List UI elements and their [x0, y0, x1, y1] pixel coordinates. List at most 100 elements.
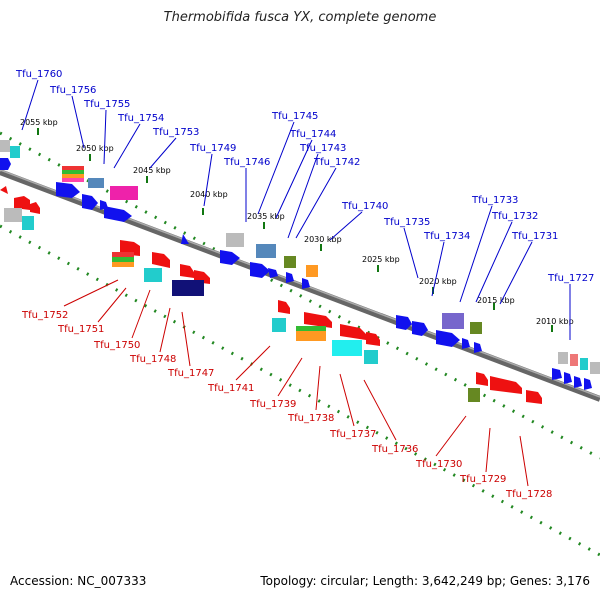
gene-arrow	[584, 378, 592, 390]
gene-label: Tfu_1747	[167, 368, 214, 379]
kbp-label-2025: 2025 kbp	[362, 255, 400, 264]
leader-line	[275, 139, 313, 219]
gene-arrow-left	[14, 196, 30, 210]
gene-label: Tfu_1753	[152, 127, 199, 138]
gene-box-orange	[306, 265, 318, 277]
gene-arrow	[286, 272, 294, 283]
gene-box-olive	[468, 388, 480, 402]
gene-arrow-left	[476, 372, 488, 386]
gene-box-cyan	[364, 350, 378, 364]
leader-line	[315, 365, 321, 411]
leader-line	[295, 167, 337, 239]
gene-arrow	[104, 206, 132, 222]
leader-line	[97, 287, 127, 323]
leader-line	[363, 379, 397, 441]
leader-line	[519, 435, 529, 487]
gene-arrow-small	[181, 234, 189, 244]
gene-label: Tfu_1729	[459, 474, 506, 485]
gene-arrow-left	[526, 390, 542, 404]
gene-arrow-left	[180, 264, 194, 278]
leader-line	[103, 109, 107, 165]
gene-box-salmon	[570, 354, 578, 366]
gene-label: Tfu_1739	[249, 399, 296, 410]
upper-strand-genes	[0, 140, 600, 390]
top-gene-label-texts: Tfu_1760 Tfu_1756 Tfu_1755 Tfu_1754 Tfu_…	[15, 69, 594, 284]
gene-arrow	[396, 315, 412, 330]
gene-label: Tfu_1754	[117, 113, 164, 124]
leader-line	[63, 279, 119, 307]
gene-label: Tfu_1756	[49, 85, 96, 96]
gene-label: Tfu_1733	[471, 195, 518, 206]
kbp-label-2040: 2040 kbp	[190, 190, 228, 199]
leader-line	[203, 153, 213, 207]
gene-label: Tfu_1743	[299, 143, 346, 154]
gene-box-magenta	[110, 186, 138, 200]
gene-label: Tfu_1737	[329, 429, 376, 440]
gene-arrow-left	[30, 202, 40, 214]
leader-line	[329, 211, 363, 241]
gene-box-rainbow	[112, 262, 134, 267]
leader-line	[277, 357, 303, 397]
gene-box-rainbow	[112, 257, 134, 262]
leader-line	[113, 123, 141, 169]
bottom-gene-label-texts: Tfu_1752 Tfu_1751 Tfu_1750 Tfu_1748 Tfu_…	[21, 310, 552, 500]
kbp-label-2015: 2015 kbp	[477, 296, 515, 305]
leader-line	[159, 307, 171, 353]
gene-arrow	[412, 321, 428, 336]
kbp-label-2035: 2035 kbp	[247, 212, 285, 221]
gene-arrow	[268, 268, 278, 278]
gene-box-rainbow	[62, 166, 84, 170]
gene-label: Tfu_1736	[371, 444, 418, 455]
gene-label: Tfu_1738	[287, 413, 334, 424]
leader-line	[181, 311, 191, 367]
gene-label: Tfu_1740	[341, 201, 388, 212]
gene-label: Tfu_1746	[223, 157, 270, 168]
gene-label: Tfu_1751	[57, 324, 104, 335]
leader-line	[149, 137, 177, 169]
gene-label: Tfu_1731	[511, 231, 558, 242]
leader-line	[235, 345, 271, 381]
gene-box-cyan	[580, 358, 588, 370]
kbp-label-2045: 2045 kbp	[133, 166, 171, 175]
gene-box-rainbow	[296, 331, 326, 336]
lower-strand-genes	[0, 186, 542, 404]
gene-label: Tfu_1742	[313, 157, 360, 168]
gene-arrow-left	[278, 300, 290, 314]
gene-label: Tfu_1728	[505, 489, 552, 500]
gene-label: Tfu_1735	[383, 217, 430, 228]
gene-arrow	[56, 182, 80, 198]
gene-arrow	[552, 368, 562, 380]
gene-box-grey	[226, 233, 244, 247]
gene-box-rainbow	[62, 178, 84, 182]
gene-arrow	[462, 338, 470, 349]
gene-arrow-left	[0, 186, 8, 194]
gene-box-cyan	[144, 268, 162, 282]
accession-text: Accession: NC_007333	[10, 574, 147, 588]
gene-box-rainbow	[62, 174, 84, 178]
gene-arrow	[436, 330, 460, 347]
lower-track-line	[0, 224, 600, 557]
gene-arrow-left	[152, 252, 170, 268]
top-gene-labels	[21, 79, 571, 340]
gene-box-rainbow	[296, 326, 326, 331]
gene-arrow-left	[340, 324, 366, 340]
upper-track-line	[0, 131, 600, 460]
gene-arrow-left	[366, 332, 380, 346]
gene-label: Tfu_1730	[415, 459, 462, 470]
gene-arrow	[564, 372, 572, 384]
gene-label: Tfu_1745	[271, 111, 318, 122]
gene-box-cyan	[272, 318, 286, 332]
gene-label: Tfu_1727	[547, 273, 594, 284]
gene-arrow-left	[490, 376, 522, 394]
leader-line	[403, 227, 419, 279]
gene-box-purple	[442, 313, 464, 329]
genome-stats-text: Topology: circular; Length: 3,642,249 bp…	[260, 574, 590, 588]
bottom-gene-labels	[63, 279, 529, 487]
gene-box-rainbow	[296, 336, 326, 341]
gene-box-grey	[4, 208, 22, 222]
gene-box-grey	[0, 140, 10, 152]
gene-arrow	[574, 376, 582, 388]
gene-label: Tfu_1748	[129, 354, 176, 365]
gene-label: Tfu_1750	[93, 340, 140, 351]
